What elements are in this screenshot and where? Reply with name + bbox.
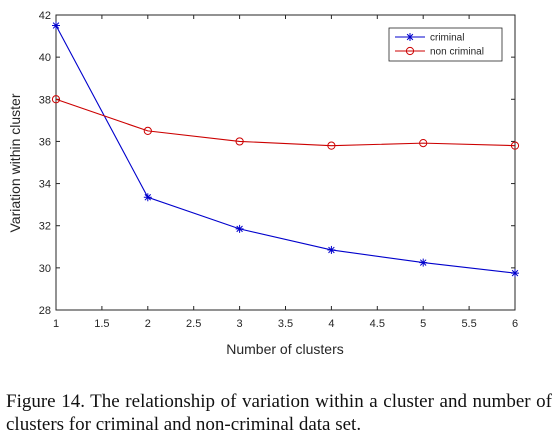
x-tick-label: 1 [53, 318, 59, 330]
x-tick-label: 4 [328, 318, 334, 330]
legend: criminal non criminal [388, 27, 503, 62]
x-tick-label: 5.5 [461, 318, 476, 330]
y-tick-label: 40 [39, 52, 51, 64]
x-axis-ticks: 1 1.5 2 2.5 3 3.5 4 4.5 5 5.5 6 [53, 15, 518, 330]
y-tick-label: 28 [39, 305, 51, 317]
x-axis-label: Number of clusters [226, 341, 343, 357]
x-tick-label: 5 [420, 318, 426, 330]
legend-marker-criminal [406, 33, 414, 41]
legend-box [388, 27, 503, 62]
x-tick-label: 2.5 [186, 318, 201, 330]
y-axis-label: Variation within cluster [7, 93, 23, 232]
data-point-non-criminal [510, 141, 520, 150]
plot-area [55, 14, 516, 311]
data-point-criminal [52, 21, 60, 30]
y-axis-ticks: 28 30 32 34 36 38 40 42 [39, 10, 515, 317]
series-line-criminal [55, 25, 516, 274]
x-tick-label: 1.5 [94, 318, 109, 330]
x-tick-label: 2 [145, 318, 151, 330]
data-point-non-criminal [419, 139, 428, 148]
x-tick-label: 6 [512, 318, 518, 330]
legend-label-criminal: criminal [430, 33, 464, 44]
data-point-non-criminal [235, 137, 244, 146]
legend-marker-non-criminal [405, 46, 415, 56]
data-point-criminal [235, 224, 244, 233]
y-tick-label: 36 [39, 136, 51, 148]
legend-label-non-criminal: non criminal [430, 47, 484, 58]
data-point-criminal [419, 258, 428, 267]
data-point-non-criminal [51, 95, 61, 104]
y-tick-label: 34 [39, 179, 51, 191]
y-tick-label: 32 [39, 221, 51, 233]
x-tick-label: 3 [237, 318, 243, 330]
data-point-non-criminal [327, 141, 336, 150]
data-point-criminal [327, 245, 336, 254]
data-point-criminal [511, 269, 519, 278]
y-tick-label: 38 [39, 94, 51, 106]
figure-caption: Figure 14. The relationship of variation… [6, 391, 552, 435]
y-tick-label: 42 [39, 10, 51, 22]
data-point-criminal [143, 193, 152, 202]
line-chart: 1 1.5 2 2.5 3 3.5 4 4.5 5 5.5 6 28 30 32 34 36 38 40 42 N… [7, 10, 520, 357]
x-tick-label: 3.5 [278, 318, 293, 330]
data-point-non-criminal [143, 126, 152, 135]
series-line-non-criminal [55, 98, 516, 147]
x-tick-label: 4.5 [370, 318, 385, 330]
series-layer [51, 21, 520, 278]
y-tick-label: 30 [39, 263, 51, 275]
